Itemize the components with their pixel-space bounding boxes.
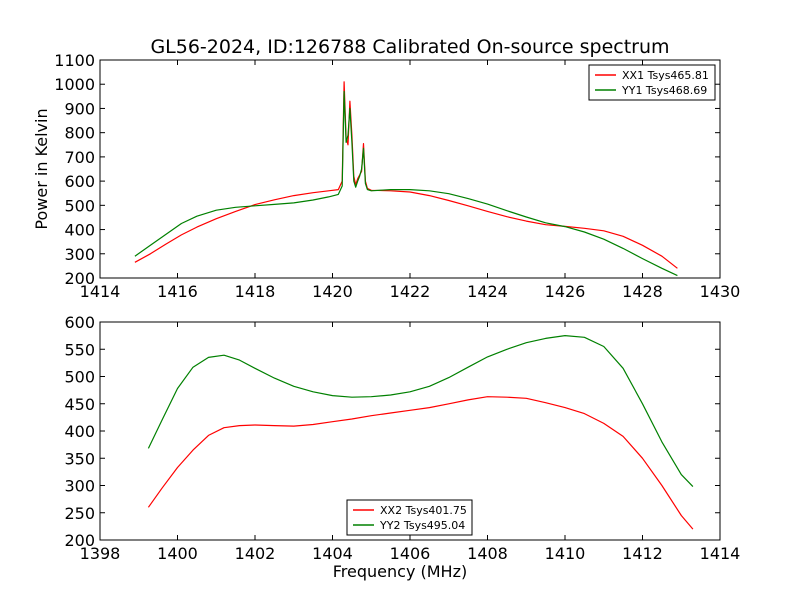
top-y-tick-label: 600	[64, 172, 95, 191]
bottom-x-tick-label: 1408	[467, 544, 508, 563]
bottom-legend-box	[346, 499, 473, 536]
bottom-legend-label: XX2 Tsys401.75	[380, 504, 467, 517]
bottom-x-tick-label: 1400	[157, 544, 198, 563]
top-legend-box	[588, 64, 716, 101]
bottom-y-tick-label: 200	[64, 531, 95, 550]
bottom-legend-label: YY2 Tsys495.04	[379, 519, 465, 532]
top-y-tick-label: 700	[64, 148, 95, 167]
bottom-series-line-1	[147, 396, 694, 530]
bottom-x-tick-label: 1410	[545, 544, 586, 563]
top-x-tick-label: 1414	[80, 282, 121, 301]
top-x-tick-label: 1422	[390, 282, 431, 301]
bottom-y-tick-label: 500	[64, 368, 95, 387]
top-x-tick-label: 1416	[157, 282, 198, 301]
top-x-tick-label: 1430	[700, 282, 741, 301]
bottom-y-tick-label: 600	[64, 313, 95, 332]
bottom-x-tick-label: 1406	[390, 544, 431, 563]
top-legend-label: YY1 Tsys468.69	[621, 84, 707, 97]
bottom-x-axis-title: Frequency (MHz)	[333, 562, 467, 581]
bottom-x-tick-label: 1398	[80, 544, 121, 563]
top-y-tick-label: 500	[64, 196, 95, 215]
bottom-x-tick-label: 1402	[235, 544, 276, 563]
top-y-tick-label: 200	[64, 269, 95, 288]
top-y-tick-label: 1100	[54, 51, 95, 70]
bottom-y-tick-label: 400	[64, 422, 95, 441]
top-y-tick-label: 800	[64, 124, 95, 143]
top-series-line-2	[134, 90, 678, 277]
top-y-tick-label: 1000	[54, 75, 95, 94]
bottom-y-tick-label: 350	[64, 449, 95, 468]
bottom-y-tick-label: 550	[64, 340, 95, 359]
bottom-y-tick-label: 250	[64, 504, 95, 523]
top-y-tick-label: 300	[64, 245, 95, 264]
chart-title: GL56-2024, ID:126788 Calibrated On-sourc…	[150, 36, 669, 58]
top-y-tick-label: 400	[64, 221, 95, 240]
bottom-y-tick-label: 300	[64, 477, 95, 496]
bottom-x-tick-label: 1404	[312, 544, 353, 563]
top-y-axis-title: Power in Kelvin	[32, 108, 51, 229]
bottom-y-tick-label: 450	[64, 395, 95, 414]
top-x-tick-label: 1420	[312, 282, 353, 301]
top-x-tick-label: 1428	[622, 282, 663, 301]
top-x-tick-label: 1424	[467, 282, 508, 301]
bottom-series-line-2	[147, 335, 694, 488]
top-legend-label: XX1 Tsys465.81	[622, 69, 709, 82]
top-series-line-1	[134, 81, 678, 269]
top-x-tick-label: 1426	[545, 282, 586, 301]
bottom-x-tick-label: 1414	[700, 544, 741, 563]
top-x-tick-label: 1418	[235, 282, 276, 301]
top-y-tick-label: 900	[64, 99, 95, 118]
bottom-x-tick-label: 1412	[622, 544, 663, 563]
